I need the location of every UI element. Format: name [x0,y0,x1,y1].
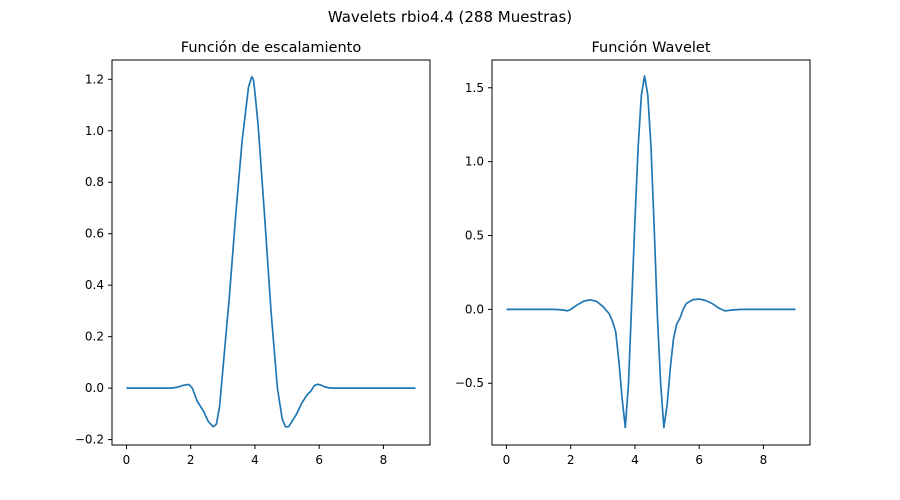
plot-area-wavelet: 0 2 4 6 8 −0.5 0.0 0.5 1.0 1.5 [455,59,811,467]
plot-wavelet-function: Función Wavelet 0 2 4 6 8 −0.5 0.0 0.5 1.0 1.5 [455,40,811,467]
x-tick-label-scaling: 4 [251,453,259,467]
series-line-scaling-0 [126,75,416,428]
plot-scaling-function: Función de escalamiento 0 2 4 6 8−0.20.00.20… [75,40,431,467]
axes-frame-scaling [111,59,431,446]
y-tick-label-scaling: 0.2 [85,330,104,344]
x-tick-label-wavelet: 2 [567,453,575,467]
plot-title-wavelet: Función Wavelet [591,40,710,56]
x-tick-label-wavelet: 0 [503,453,511,467]
plot-title-scaling: Función de escalamiento [181,40,362,56]
x-tick-label-wavelet: 8 [760,453,768,467]
x-tick-label-scaling: 6 [315,453,323,467]
y-tick-label-wavelet: 0.0 [465,302,484,316]
y-tick-label-wavelet: 0.5 [465,229,484,243]
y-tick-label-scaling: 1.2 [85,72,104,86]
plot-area-scaling: 0 2 4 6 8 −0.2 0.0 0.2 0.4 0.6 0.8 1.0 1.2 [75,59,431,467]
y-tick-label-wavelet: 1.5 [465,81,484,95]
y-tick-label-wavelet: −0.5 [455,376,484,390]
x-tick-label-scaling: 8 [380,453,388,467]
y-tick-label-scaling: 0.8 [85,175,104,189]
y-tick-label-scaling: 0.0 [85,381,104,395]
series-line-wavelet-0 [506,75,796,429]
axes-frame-wavelet [491,59,811,446]
y-tick-label-scaling: −0.2 [75,433,104,447]
x-tick-label-scaling: 2 [187,453,195,467]
figure-suptitle: Wavelets rbio4.4 (288 Muestras) [328,8,572,26]
x-tick-label-wavelet: 6 [695,453,703,467]
y-tick-label-scaling: 0.4 [85,278,104,292]
x-tick-label-wavelet: 4 [631,453,639,467]
x-tick-label-scaling: 0 [123,453,131,467]
y-tick-label-wavelet: 1.0 [465,155,484,169]
y-tick-label-scaling: 1.0 [85,124,104,138]
y-tick-label-scaling: 0.6 [85,227,104,241]
